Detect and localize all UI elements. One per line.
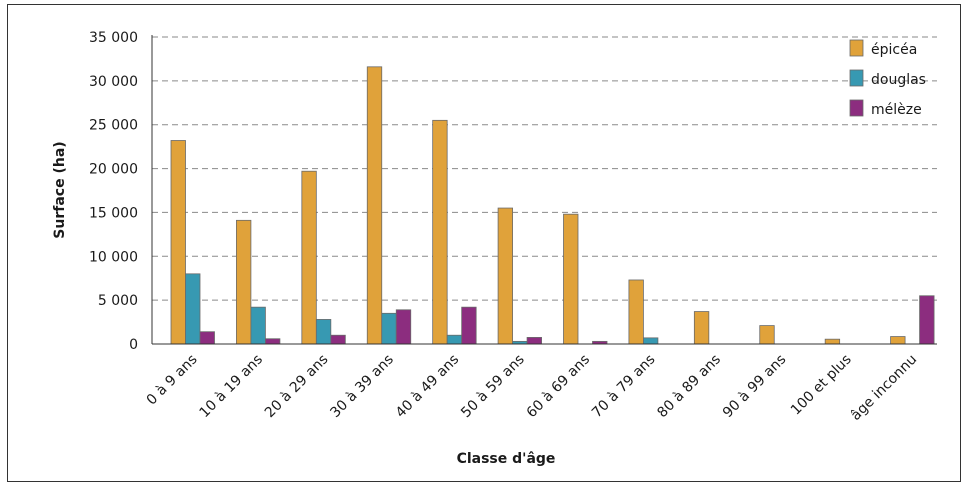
bar-epicea-20-a-29-ans [301,170,317,345]
bar-douglas-0-a-9-ans [185,273,201,345]
bar-meleze-30-a-39-ans [395,309,412,345]
y-tick-label: 5 000 [98,293,138,309]
x-tick-label: 40 à 49 ans [393,352,463,422]
x-tick-label: 60 à 69 ans [524,352,594,422]
y-tick-label: 35 000 [89,30,138,46]
bar-epicea-60-a-69-ans [563,213,579,345]
y-tick-label: 0 [129,337,138,353]
legend-swatch-douglas [849,69,864,87]
bar-epicea-80-a-89-ans [693,311,710,345]
bar-epicea-40-a-49-ans [432,119,448,345]
bar-epicea-age-inconnu [890,336,906,345]
y-axis-title: Surface (ha) [52,141,68,238]
bar-epicea-0-a-9-ans [170,140,186,345]
legend-swatch-epicea [849,39,864,57]
bar-meleze-0-a-9-ans [199,331,215,345]
x-tick-label: 50 à 59 ans [458,352,528,422]
bar-meleze-50-a-59-ans [526,337,542,345]
bar-douglas-40-a-49-ans [446,334,463,345]
chart-frame [7,4,961,482]
x-tick-label: 70 à 79 ans [589,352,659,422]
x-tick-label: âge inconnu [848,352,920,424]
grid-lines [152,36,937,301]
legend-label-douglas: douglas [871,72,926,88]
bar-epicea-100-et-plus [824,338,841,345]
x-tick-label: 30 à 39 ans [327,352,397,422]
bar-epicea-90-a-99-ans [759,325,775,345]
bar-epicea-70-a-79-ans [628,279,644,345]
x-tick-label: 0 à 9 ans [144,352,201,409]
y-tick-label: 30 000 [89,74,138,90]
legend-label-meleze: mélèze [871,102,922,118]
bar-douglas-20-a-29-ans [315,319,332,345]
x-tick-label: 20 à 29 ans [262,352,332,422]
bar-meleze-age-inconnu [919,295,935,345]
bar-epicea-30-a-39-ans [366,66,383,345]
axes-group [151,35,937,345]
bar-epicea-50-a-59-ans [497,207,513,345]
y-tick-label: 15 000 [89,205,138,221]
bar-meleze-40-a-49-ans [461,306,477,345]
bar-meleze-10-a-19-ans [265,338,281,345]
y-tick-label: 20 000 [89,162,138,178]
y-tick-label: 25 000 [89,118,138,134]
bars-group [170,66,935,345]
x-tick-label: 100 et plus [788,352,855,419]
x-tick-label: 90 à 99 ans [720,352,790,422]
bar-meleze-20-a-29-ans [330,334,346,345]
y-tick-label: 10 000 [89,249,138,265]
bar-douglas-30-a-39-ans [381,312,397,345]
x-tick-label: 80 à 89 ans [654,352,724,422]
bar-douglas-70-a-79-ans [643,337,659,345]
bar-epicea-10-a-19-ans [236,219,252,345]
x-axis-title: Classe d'âge [457,451,556,467]
bar-douglas-10-a-19-ans [250,306,266,345]
legend-label-epicea: épicéa [871,42,917,58]
legend-swatch-meleze [849,99,864,117]
x-tick-label: 10 à 19 ans [197,352,267,422]
legend: épicéa douglas mélèze [849,39,926,118]
y-tick-labels: 0 5 000 10 000 15 000 20 000 25 000 30 000 35 0… [89,30,138,353]
